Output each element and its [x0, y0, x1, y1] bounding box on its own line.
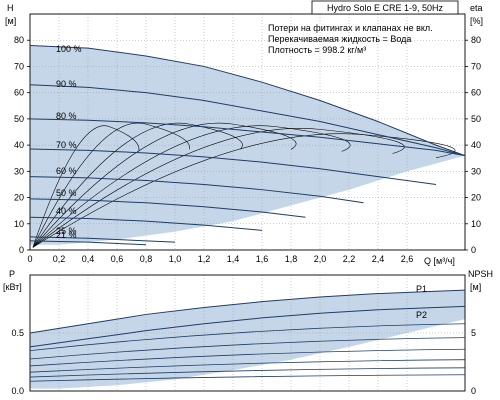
- x-tick-label: 1,2: [198, 254, 211, 264]
- head-curve-3: [29, 148, 437, 185]
- y-tick-label-left: 10: [14, 219, 24, 229]
- head-curve-5: [29, 198, 306, 218]
- x-tick-label: 0,6: [111, 254, 124, 264]
- y-tick-label-left: 80: [14, 35, 24, 45]
- y-tick-label-left: 20: [14, 193, 24, 203]
- upper-shaded-region: [30, 45, 465, 245]
- efficiency-arc-4: [32, 125, 351, 248]
- shaded-operating-regions: [30, 45, 465, 389]
- series-label-50: 50 %: [56, 188, 77, 198]
- y-tick-label-right: 60: [471, 88, 481, 98]
- x-tick-label: 1,8: [285, 254, 298, 264]
- y-tick-label-right: 50: [471, 114, 481, 124]
- power-curve-reduced-4: [29, 367, 466, 378]
- head-curve-7: [29, 236, 176, 243]
- power-curves: [29, 289, 466, 382]
- p-axis-unit: [кВт]: [3, 282, 22, 292]
- x-tick-label: 1,4: [227, 254, 240, 264]
- series-label-21: 21 %: [56, 230, 77, 240]
- series-label-40: 40 %: [56, 206, 77, 216]
- head-curve-4: [29, 176, 364, 204]
- h-axis-label: H: [7, 3, 14, 13]
- npsh-tick-label: 5: [471, 328, 476, 338]
- power-curve-reduced-2: [29, 348, 466, 367]
- npsh-axis-unit: [м]: [470, 282, 481, 292]
- y-tick-label-left: 60: [14, 88, 24, 98]
- x-tick-label: 0,2: [53, 254, 66, 264]
- npsh-axis-label: NPSH: [468, 269, 493, 279]
- efficiency-arc-6: [32, 133, 456, 248]
- eta-axis-label: eta: [470, 3, 483, 13]
- head-curve-8: [29, 240, 147, 246]
- series-label-p2: P2: [416, 310, 427, 320]
- power-curve-0: [29, 289, 466, 334]
- y-tick-label-right: 30: [471, 166, 481, 176]
- efficiency-arc-2: [32, 122, 243, 248]
- efficiency-arc-5: [32, 128, 405, 248]
- efficiency-arc-3: [32, 122, 297, 248]
- upper-plot-frame: [29, 13, 466, 251]
- efficiency-arc-0: [32, 125, 140, 248]
- y-tick-label-right: 10: [471, 219, 481, 229]
- p-tick-label: 0.0: [11, 386, 24, 396]
- x-tick-label: 0,4: [82, 254, 95, 264]
- series-label-60: 60 %: [56, 166, 77, 176]
- x-tick-label: 1,0: [169, 254, 182, 264]
- y-tick-label-right: 0: [471, 245, 476, 255]
- q-axis-label-top: Q [м³/ч]: [424, 256, 455, 266]
- x-tick-label: 2,4: [372, 254, 385, 264]
- head-curve-6: [29, 216, 263, 231]
- series-label-25: 25 %: [56, 226, 77, 236]
- efficiency-curves: [32, 122, 456, 248]
- y-tick-label-left: 50: [14, 114, 24, 124]
- head-curve-1: [29, 84, 466, 157]
- x-tick-label: 0,8: [140, 254, 153, 264]
- y-tick-label-right: 80: [471, 35, 481, 45]
- power-curve-reduced-1: [29, 337, 466, 360]
- efficiency-arc-1: [32, 122, 190, 248]
- chart-title: Hydro Solo E CRE 1-9, 50Hz: [327, 3, 444, 13]
- p-tick-label: 0.5: [11, 328, 24, 338]
- y-tick-label-left: 70: [14, 61, 24, 71]
- h-axis-unit: [м]: [5, 16, 16, 26]
- x-tick-label: 1,6: [256, 254, 269, 264]
- y-tick-label-left: 0: [19, 245, 24, 255]
- note-line-2: Перекачиваемая жидкость = Вода: [268, 34, 411, 44]
- series-label-p1: P1: [416, 284, 427, 294]
- head-curve-0: [29, 44, 466, 157]
- lower-shaded-region: [30, 290, 465, 389]
- power-curve-reduced-0: [29, 323, 466, 352]
- x-tick-label: 2,6: [401, 254, 414, 264]
- p-axis-label: P: [9, 269, 15, 279]
- power-curve-reduced-5: [29, 374, 466, 382]
- head-curves: [29, 44, 466, 246]
- series-label-70: 70 %: [56, 140, 77, 150]
- y-tick-label-right: 40: [471, 140, 481, 150]
- x-tick-label: 0: [27, 254, 32, 264]
- y-tick-label-right: 70: [471, 61, 481, 71]
- npsh-tick-label: 0: [471, 386, 476, 396]
- title-box: [311, 0, 459, 15]
- y-tick-label-left: 40: [14, 140, 24, 150]
- series-label-90: 90 %: [56, 79, 77, 89]
- y-tick-label-left: 30: [14, 166, 24, 176]
- note-line-1: Потери на фитингах и клапанах не вкл.: [268, 23, 433, 33]
- power-curve-reduced-3: [29, 359, 466, 373]
- eta-axis-unit: [%]: [470, 16, 483, 26]
- power-curve-1: [29, 305, 466, 348]
- x-tick-label: 2,2: [343, 254, 356, 264]
- head-curve-2: [29, 118, 466, 157]
- series-label-80: 80 %: [56, 111, 77, 121]
- series-label-100: 100 %: [56, 44, 82, 54]
- note-line-3: Плотность = 998.2 кг/м³: [268, 45, 366, 55]
- y-tick-label-right: 20: [471, 193, 481, 203]
- x-tick-label: 2,0: [314, 254, 327, 264]
- tick-labels: 0 0,2 0,4 0,6 0,8 1,0 1,2 1,4 1,6 1,8 2,0 2,2 2,4 2,6…: [11, 35, 481, 396]
